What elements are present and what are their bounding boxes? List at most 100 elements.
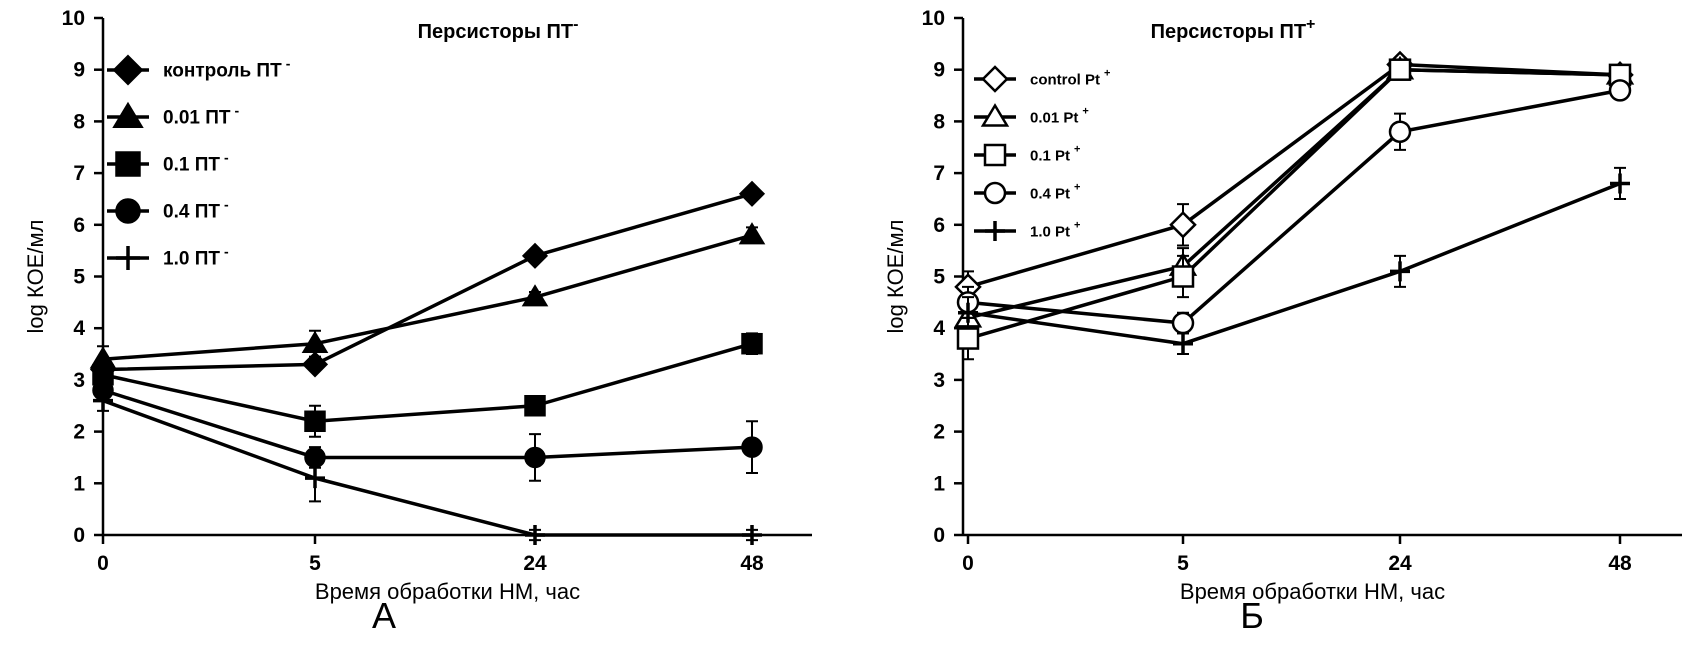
data-point-marker: [524, 395, 546, 417]
legend-marker: [983, 181, 1007, 205]
chart-title-superscript: +: [1306, 16, 1315, 33]
data-point-marker: [521, 284, 549, 307]
legend-label: 0.01 Pt +: [1030, 105, 1089, 126]
legend-marker: [116, 246, 140, 270]
legend-marker: [112, 54, 144, 86]
data-point-marker: [1390, 261, 1410, 282]
data-point-marker: [305, 468, 325, 489]
series-line: [102, 233, 753, 361]
y-tick-label: 9: [933, 59, 945, 82]
legend-label-superscript: -: [235, 103, 240, 119]
data-point-marker: [742, 525, 762, 545]
data-point-marker: [525, 525, 545, 545]
x-tick-label: 0: [962, 552, 974, 575]
y-tick-label: 6: [933, 214, 945, 237]
y-tick-label: 10: [922, 7, 945, 30]
legend-label: 1.0 ПТ -: [163, 244, 229, 270]
x-tick-label: 5: [309, 552, 321, 575]
legend-marker: [985, 221, 1005, 241]
legend-label: 0.4 ПТ -: [163, 197, 229, 223]
legend-label-superscript: +: [1074, 143, 1080, 155]
y-tick-label: 4: [73, 317, 85, 340]
chart-title: Персисторы ПТ+: [1151, 16, 1316, 43]
series-line: [967, 88, 1621, 325]
legend-item: 0.4 Pt +: [974, 181, 1080, 205]
y-tick-label: 1: [933, 472, 945, 495]
legend-marker: [115, 151, 141, 177]
data-point-marker: [1388, 120, 1412, 143]
legend-label-superscript: -: [224, 150, 229, 166]
legend-label: контроль ПТ -: [163, 56, 291, 82]
legend-marker: [112, 101, 144, 128]
series-line: [102, 342, 753, 424]
legend-label: 0.1 Pt +: [1030, 143, 1080, 164]
legend-item: 0.1 ПТ -: [107, 150, 229, 177]
legend-item: 1.0 Pt +: [974, 219, 1080, 241]
y-axis-title: log КОЕ/мл: [23, 220, 48, 334]
series-4: [92, 378, 763, 482]
y-tick-label: 8: [73, 110, 85, 133]
y-tick-label: 9: [73, 59, 85, 82]
x-tick-label: 24: [1388, 552, 1412, 575]
series-line: [967, 67, 1621, 341]
legend-label: 1.0 Pt +: [1030, 219, 1080, 240]
y-tick-label: 10: [62, 7, 85, 30]
y-tick-label: 2: [933, 421, 945, 444]
data-point-marker: [1610, 173, 1630, 194]
chart-panel-1: 0 1 2 3 4 5 6 7 8 9 10 0 5 24 48 Время обработки НМ, ча…: [23, 7, 812, 636]
y-tick-label: 2: [73, 421, 85, 444]
legend-item: контроль ПТ -: [107, 54, 291, 86]
legend-item: control Pt +: [974, 65, 1110, 93]
legend-item: 0.1 Pt +: [974, 143, 1080, 167]
legend-label-superscript: -: [286, 56, 291, 72]
y-tick-label: 8: [933, 110, 945, 133]
x-axis-title: Время обработки НМ, час: [315, 579, 580, 604]
y-tick-label: 0: [73, 524, 85, 547]
legend-item: 0.01 Pt +: [974, 103, 1089, 127]
x-axis-title: Время обработки НМ, час: [1180, 579, 1445, 604]
data-point-marker: [741, 436, 763, 458]
data-point-marker: [301, 330, 329, 353]
series-3: [956, 58, 1632, 361]
x-tick-label: 48: [740, 552, 764, 575]
legend-marker: [980, 103, 1010, 127]
data-point-marker: [1388, 58, 1412, 81]
data-point-marker: [93, 390, 113, 411]
y-tick-label: 4: [933, 317, 945, 340]
data-point-marker: [1169, 211, 1197, 239]
data-point-marker: [741, 332, 763, 355]
series-line: [102, 388, 753, 460]
y-tick-label: 7: [933, 162, 945, 185]
legend-label-superscript: -: [224, 244, 229, 260]
series-5: [958, 166, 1630, 356]
y-tick-label: 7: [73, 162, 85, 185]
legend-item: 1.0 ПТ -: [107, 244, 229, 270]
legend-marker: [981, 65, 1009, 93]
legend: control Pt + 0.01 Pt + 0.1 Pt + 0.4 Pt + 1.0 Pt +: [974, 65, 1110, 241]
data-point-marker: [1608, 79, 1632, 102]
chart-title: Персисторы ПТ-: [418, 16, 579, 43]
chart-title-superscript: -: [573, 16, 578, 33]
data-point-marker: [1171, 265, 1195, 288]
data-point-marker: [521, 242, 549, 269]
data-point-marker: [1171, 311, 1195, 335]
series-line: [967, 62, 1621, 289]
series-2: [89, 222, 766, 374]
legend-marker: [983, 143, 1007, 167]
y-tick-label: 5: [73, 266, 85, 289]
legend-item: 0.01 ПТ -: [107, 101, 240, 129]
legend-label: 0.01 ПТ -: [163, 103, 240, 129]
y-tick-label: 6: [73, 214, 85, 237]
y-tick-label: 0: [933, 524, 945, 547]
series-5: [93, 389, 762, 545]
data-point-marker: [958, 302, 978, 323]
y-axis-title: log КОЕ/мл: [883, 220, 908, 334]
data-point-marker: [738, 180, 766, 207]
y-tick-label: 5: [933, 266, 945, 289]
legend: контроль ПТ - 0.01 ПТ - 0.1 ПТ - 0.4 ПТ - 1.0 ПТ…: [107, 54, 291, 270]
legend-label: 0.4 Pt +: [1030, 181, 1080, 202]
x-tick-label: 0: [97, 552, 109, 575]
legend-label: control Pt +: [1030, 67, 1110, 88]
x-tick-label: 5: [1177, 552, 1189, 575]
